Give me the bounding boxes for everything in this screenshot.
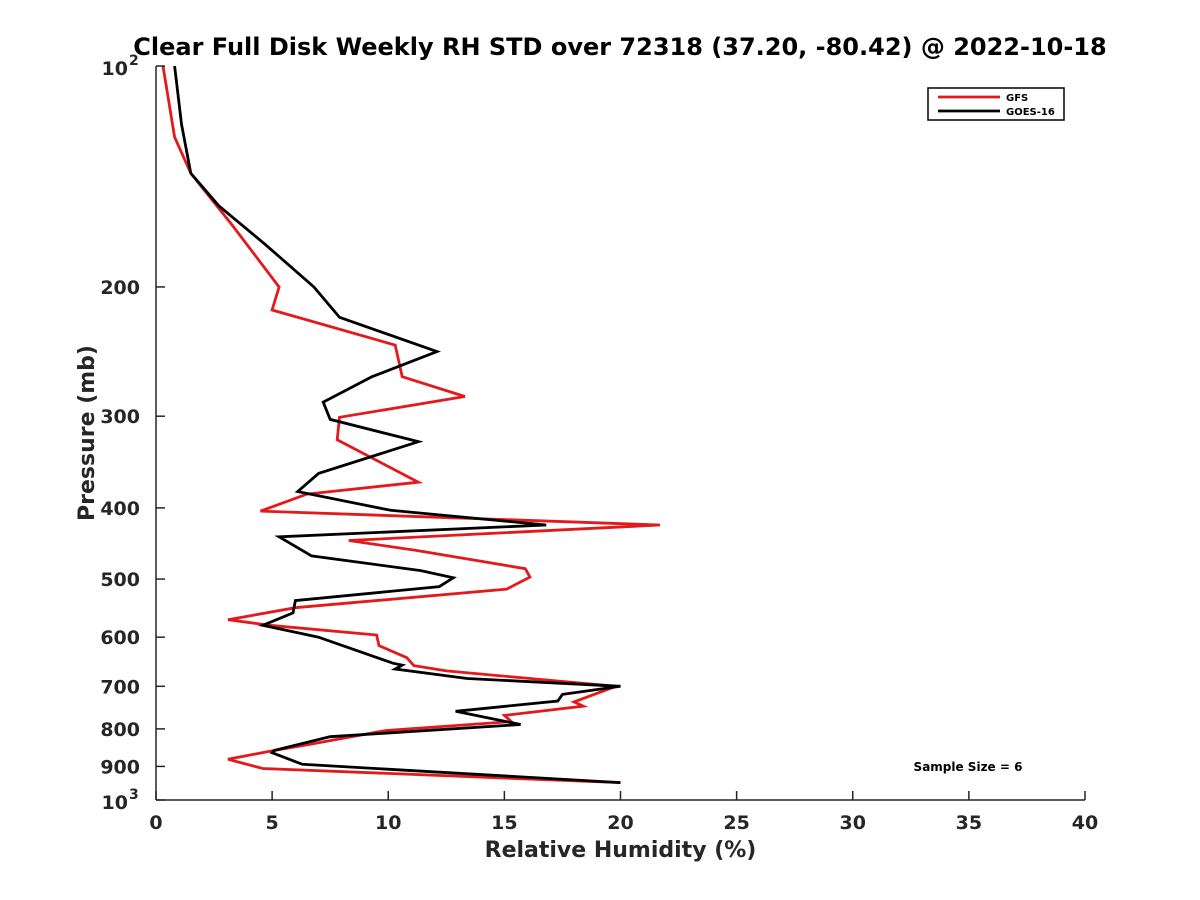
y-tick-label: 800 [100,719,140,741]
x-tick-label: 5 [266,812,279,834]
series-line-gfs [161,65,661,784]
y-tick-exponent: 2 [129,53,139,69]
y-tick-label: 700 [100,676,140,698]
legend: GFS GOES-16 [927,87,1065,121]
legend-label: GFS [1006,93,1028,104]
y-tick-label: 500 [100,569,140,591]
y-tick-label: 300 [100,406,140,428]
y-tick-label: 200 [100,277,140,299]
x-tick-label: 10 [375,812,401,834]
series-layer [161,65,661,784]
y-tick-exponent: 3 [129,787,139,803]
x-tick-label: 0 [149,812,162,834]
sample-size-annotation: Sample Size = 6 [914,760,1023,774]
x-tick-label: 40 [1072,812,1098,834]
y-axis-label: Pressure (mb) [75,345,100,521]
series-line-goes-16 [173,65,621,784]
legend-box [927,87,1065,121]
x-tick-label: 25 [723,812,749,834]
x-tick-label: 30 [840,812,866,834]
y-tick-label: 10 [102,58,128,80]
x-tick-label: 15 [491,812,517,834]
x-axis-label: Relative Humidity (%) [485,838,757,863]
y-tick-label: 900 [100,756,140,778]
chart-title: Clear Full Disk Weekly RH STD over 72318… [133,33,1106,61]
x-tick-label: 20 [607,812,633,834]
x-tick-label: 35 [956,812,982,834]
y-tick-label: 400 [100,498,140,520]
y-tick-label: 600 [100,627,140,649]
legend-label: GOES-16 [1006,107,1055,118]
y-tick-label: 10 [102,792,128,814]
